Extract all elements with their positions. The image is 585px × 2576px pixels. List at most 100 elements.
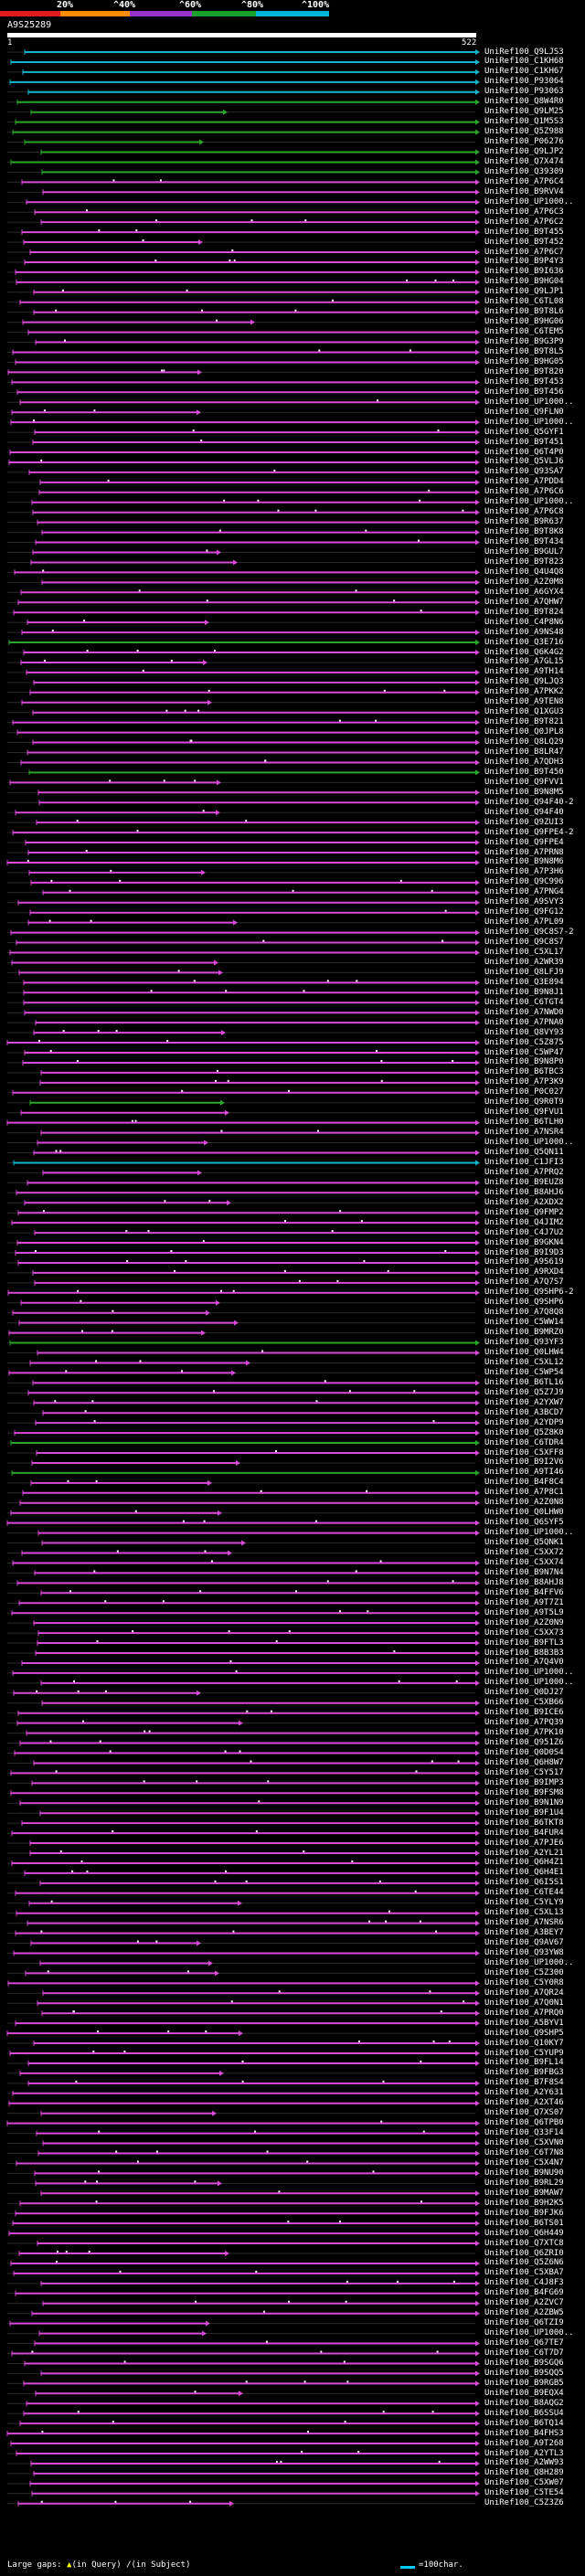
hit-name-link[interactable]: UniRef100_Q5VLJ6 [484, 457, 564, 467]
hit-name-link[interactable]: UniRef100_Q9C8S7 [484, 938, 564, 948]
hit-name-link[interactable]: UniRef100_Q9LJS3 [484, 47, 564, 57]
hit-name-link[interactable]: UniRef100_C5XL17 [484, 948, 564, 957]
hit-name-link[interactable]: UniRef100_Q9LJP2 [484, 147, 564, 156]
hit-name-link[interactable]: UniRef100_A7PRQ2 [484, 1167, 564, 1177]
hit-name-link[interactable]: UniRef100_C5XX72 [484, 1548, 564, 1557]
hit-name-link[interactable]: UniRef100_A7PRN8 [484, 847, 564, 857]
hit-name-link[interactable]: UniRef100_C5WP54 [484, 1367, 564, 1377]
hit-name-link[interactable]: UniRef100_A7PJE6 [484, 1838, 564, 1848]
hit-name-link[interactable]: UniRef100_B7F8S4 [484, 2078, 564, 2088]
hit-name-link[interactable]: UniRef100_B9F1U4 [484, 1807, 564, 1818]
hit-name-link[interactable]: UniRef100_C6T7N8 [484, 2148, 564, 2157]
hit-name-link[interactable]: UniRef100_Q5Z988 [484, 127, 564, 137]
hit-name-link[interactable]: UniRef100_B9T456 [484, 387, 564, 397]
hit-name-link[interactable]: UniRef100_C6TGT4 [484, 997, 564, 1007]
hit-name-link[interactable]: UniRef100_A9TH14 [484, 667, 564, 677]
hit-name-link[interactable]: UniRef100_A7P3H6 [484, 867, 564, 877]
hit-name-link[interactable]: UniRef100_UP1000.. [484, 397, 574, 407]
hit-name-link[interactable]: UniRef100_B9HG06 [484, 317, 564, 327]
hit-name-link[interactable]: UniRef100_C4J8F3 [484, 2278, 564, 2288]
hit-name-link[interactable]: UniRef100_B6SSU4 [484, 2408, 564, 2418]
hit-name-link[interactable]: UniRef100_A7PQ39 [484, 1718, 564, 1728]
hit-name-link[interactable]: UniRef100_B4FUR4 [484, 1828, 564, 1838]
hit-name-link[interactable]: UniRef100_Q9C996 [484, 877, 564, 887]
hit-name-link[interactable]: UniRef100_A7Q4V0 [484, 1658, 564, 1668]
hit-name-link[interactable]: UniRef100_B9T453 [484, 376, 564, 387]
hit-name-link[interactable]: UniRef100_B9N8M6 [484, 857, 564, 867]
hit-name-link[interactable]: UniRef100_A2YDP9 [484, 1417, 564, 1427]
hit-name-link[interactable]: UniRef100_B9R637 [484, 517, 564, 527]
hit-name-link[interactable]: UniRef100_Q6I5S1 [484, 1878, 564, 1888]
hit-name-link[interactable]: UniRef100_Q94F40-2 [484, 797, 574, 807]
hit-name-link[interactable]: UniRef100_A9S619 [484, 1257, 564, 1267]
hit-name-link[interactable]: UniRef100_A2YTL3 [484, 2448, 564, 2458]
hit-name-link[interactable]: UniRef100_Q9FMP2 [484, 1207, 564, 1217]
hit-name-link[interactable]: UniRef100_B6TL16 [484, 1377, 564, 1387]
hit-name-link[interactable]: UniRef100_A9T268 [484, 2438, 564, 2448]
hit-name-link[interactable]: UniRef100_A7NSR6 [484, 1918, 564, 1928]
hit-name-link[interactable]: UniRef100_B9T8K8 [484, 527, 564, 537]
hit-name-link[interactable]: UniRef100_A3BCD7 [484, 1407, 564, 1417]
hit-name-link[interactable]: UniRef100_Q33F14 [484, 2128, 564, 2138]
hit-name-link[interactable]: UniRef100_C5Z3Z6 [484, 2498, 564, 2508]
hit-name-link[interactable]: UniRef100_Q9SHP6 [484, 1298, 564, 1308]
hit-name-link[interactable]: UniRef100_B9NU90 [484, 2168, 564, 2178]
hit-name-link[interactable]: UniRef100_A2Z0N9 [484, 1617, 564, 1627]
hit-name-link[interactable]: UniRef100_C6TL08 [484, 297, 564, 307]
hit-name-link[interactable]: UniRef100_B9FBG3 [484, 2068, 564, 2078]
hit-name-link[interactable]: UniRef100_B9T823 [484, 557, 564, 567]
hit-name-link[interactable]: UniRef100_B8AQG2 [484, 2398, 564, 2408]
hit-name-link[interactable]: UniRef100_Q6TPB0 [484, 2118, 564, 2128]
hit-name-link[interactable]: UniRef100_A9TEN8 [484, 697, 564, 707]
hit-name-link[interactable]: UniRef100_B9ICE6 [484, 1708, 564, 1718]
hit-name-link[interactable]: UniRef100_Q9LJQ3 [484, 677, 564, 687]
hit-name-link[interactable]: UniRef100_B9HG04 [484, 277, 564, 287]
hit-name-link[interactable]: UniRef100_B9MAW7 [484, 2188, 564, 2198]
hit-name-link[interactable]: UniRef100_Q8W4R0 [484, 97, 564, 107]
hit-name-link[interactable]: UniRef100_A2XDX2 [484, 1197, 564, 1207]
hit-name-link[interactable]: UniRef100_B6TBC3 [484, 1067, 564, 1077]
hit-name-link[interactable]: UniRef100_A7NSR4 [484, 1128, 564, 1138]
hit-name-link[interactable]: UniRef100_Q9LJP1 [484, 287, 564, 297]
hit-name-link[interactable]: UniRef100_A7P6C2 [484, 217, 564, 227]
hit-name-link[interactable]: UniRef100_Q3E894 [484, 977, 564, 987]
hit-name-link[interactable]: UniRef100_A7Q8Q8 [484, 1308, 564, 1318]
hit-name-link[interactable]: UniRef100_Q9ZUI3 [484, 817, 564, 827]
hit-name-link[interactable]: UniRef100_B9N7N4 [484, 1567, 564, 1577]
hit-name-link[interactable]: UniRef100_Q93YW8 [484, 1948, 564, 1957]
hit-name-link[interactable]: UniRef100_Q9FVU1 [484, 1108, 564, 1118]
hit-name-link[interactable]: UniRef100_A7Q0N1 [484, 1998, 564, 2008]
hit-name-link[interactable]: UniRef100_Q0JPL8 [484, 727, 564, 737]
hit-name-link[interactable]: UniRef100_Q5Z7J9 [484, 1387, 564, 1397]
hit-name-link[interactable]: UniRef100_Q3E716 [484, 637, 564, 647]
hit-name-link[interactable]: UniRef100_A7PDD4 [484, 477, 564, 487]
hit-name-link[interactable]: UniRef100_A2Y631 [484, 2088, 564, 2098]
hit-name-link[interactable]: UniRef100_C5TE54 [484, 2488, 564, 2498]
hit-name-link[interactable]: UniRef100_UP1000.. [484, 1678, 574, 1688]
hit-name-link[interactable]: UniRef100_Q6SYF5 [484, 1518, 564, 1528]
hit-name-link[interactable]: UniRef100_B9IMP3 [484, 1777, 564, 1787]
hit-name-link[interactable]: UniRef100_B9T821 [484, 717, 564, 727]
hit-name-link[interactable]: UniRef100_Q6H4E1 [484, 1868, 564, 1878]
hit-name-link[interactable]: UniRef100_Q9R0T9 [484, 1097, 564, 1108]
hit-name-link[interactable]: UniRef100_Q9C8S7-2 [484, 928, 574, 938]
hit-name-link[interactable]: UniRef100_A7GL15 [484, 657, 564, 667]
hit-name-link[interactable]: UniRef100_B4F8C4 [484, 1478, 564, 1488]
hit-name-link[interactable]: UniRef100_P93063 [484, 87, 564, 97]
hit-name-link[interactable]: UniRef100_C5WP47 [484, 1047, 564, 1057]
hit-name-link[interactable]: UniRef100_Q5GYF1 [484, 427, 564, 437]
hit-name-link[interactable]: UniRef100_C4J7U2 [484, 1227, 564, 1237]
hit-name-link[interactable]: UniRef100_P93064 [484, 77, 564, 87]
hit-name-link[interactable]: UniRef100_C1JFI3 [484, 1157, 564, 1167]
hit-name-link[interactable]: UniRef100_B8B3B3 [484, 1648, 564, 1658]
hit-name-link[interactable]: UniRef100_B6TLH0 [484, 1118, 564, 1128]
hit-name-link[interactable]: UniRef100_B9I9D3 [484, 1247, 564, 1257]
hit-name-link[interactable]: UniRef100_C6TE44 [484, 1888, 564, 1898]
hit-name-link[interactable]: UniRef100_B9GKN4 [484, 1237, 564, 1247]
hit-name-link[interactable]: UniRef100_A2Z0N8 [484, 1498, 564, 1508]
hit-name-link[interactable]: UniRef100_A7NWD0 [484, 1007, 564, 1017]
hit-name-link[interactable]: UniRef100_B9N1N9 [484, 1797, 564, 1807]
hit-name-link[interactable]: UniRef100_A9T5L9 [484, 1607, 564, 1617]
hit-name-link[interactable]: UniRef100_A2YXW7 [484, 1397, 564, 1407]
hit-name-link[interactable]: UniRef100_Q0D0S4 [484, 1748, 564, 1757]
